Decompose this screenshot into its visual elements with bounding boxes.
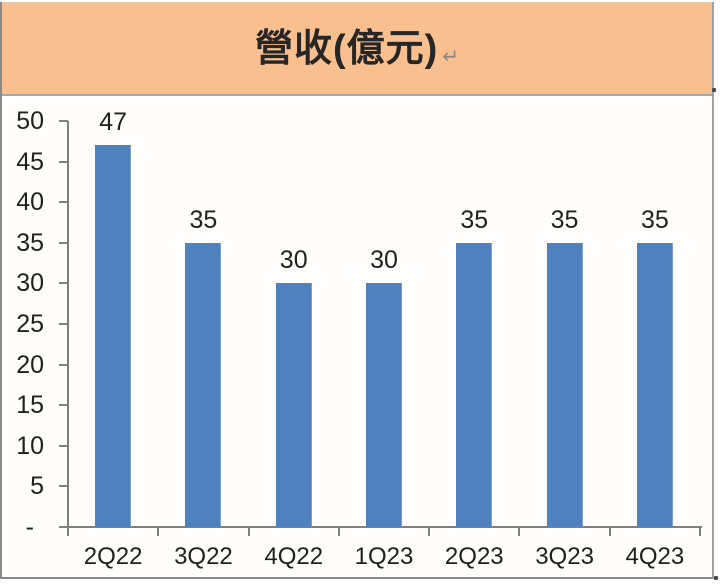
y-axis-tick-label: 10 (16, 431, 44, 460)
y-axis-tick-mark (59, 485, 68, 488)
bar-value-label: 30 (370, 246, 398, 275)
y-axis-tick-mark (59, 363, 68, 366)
chart-anchor-mark-top (712, 88, 716, 92)
embedded-chart-object[interactable]: 營收(億元) ↵ - 5 10 15 20 25 30 35 40 45 50 47 2Q22 35 3Q2… (0, 2, 714, 579)
y-axis-tick-label: 15 (16, 391, 44, 420)
bar-value-label: 35 (550, 205, 579, 234)
y-axis-tick-label: 45 (16, 147, 44, 176)
x-axis-tick-label: 4Q23 (625, 543, 685, 570)
y-axis-tick-label: 35 (16, 228, 44, 257)
y-axis-tick-label: - (25, 513, 34, 541)
x-axis-tick-label: 1Q23 (354, 543, 414, 570)
x-axis-tick-mark (518, 527, 521, 536)
y-axis-tick-mark (59, 444, 68, 447)
bar (95, 145, 132, 527)
bar (185, 242, 222, 527)
chart-title: 營收(億元) (254, 28, 439, 70)
x-axis-tick-mark (428, 527, 431, 536)
y-axis-tick-mark (59, 282, 68, 285)
bar-chart-plot-area: - 5 10 15 20 25 30 35 40 45 50 47 2Q22 35 3Q22 30 4Q22 30… (2, 2, 712, 577)
y-axis-tick-mark (59, 160, 68, 163)
x-axis-tick-label: 3Q22 (174, 543, 233, 570)
x-axis-tick-label: 4Q22 (264, 543, 324, 570)
y-axis-tick-mark (59, 323, 68, 325)
x-axis-tick-label: 2Q23 (444, 543, 504, 570)
x-axis-tick-mark (157, 527, 160, 536)
x-axis-tick-label: 2Q22 (83, 543, 143, 570)
y-axis-tick-label: 20 (16, 350, 44, 379)
x-axis-tick-mark (699, 527, 701, 536)
bar-value-label: 35 (460, 205, 489, 234)
x-axis-tick-mark (337, 527, 340, 536)
bar-value-label: 35 (189, 205, 218, 234)
bar (275, 283, 312, 527)
y-axis-tick-label: 40 (16, 188, 44, 217)
bar (636, 242, 673, 527)
x-axis-line (59, 526, 702, 528)
x-axis-tick-mark (608, 527, 611, 536)
y-axis-tick-mark (59, 120, 68, 122)
y-axis-tick-label: 5 (30, 472, 44, 501)
chart-anchor-mark-bottom (714, 576, 718, 580)
paragraph-mark-icon: ↵ (442, 46, 460, 68)
y-axis-tick-label: 30 (16, 269, 44, 298)
x-axis-tick-mark (67, 527, 69, 536)
x-axis-tick-label: 3Q23 (535, 543, 594, 570)
bar (366, 283, 402, 527)
bar-value-label: 47 (99, 108, 128, 137)
bar-value-label: 35 (640, 205, 669, 234)
y-axis-tick-mark (59, 404, 68, 407)
y-axis-tick-label: 50 (16, 107, 44, 135)
bar (546, 242, 583, 527)
x-axis-tick-mark (247, 527, 250, 536)
y-axis-line (67, 121, 69, 527)
y-axis-tick-label: 25 (16, 310, 44, 338)
bar-value-label: 30 (279, 246, 308, 275)
bar (456, 242, 493, 527)
y-axis-tick-mark (59, 241, 68, 244)
y-axis-tick-mark (59, 201, 68, 204)
chart-title-banner: 營收(億元) ↵ (2, 2, 712, 96)
